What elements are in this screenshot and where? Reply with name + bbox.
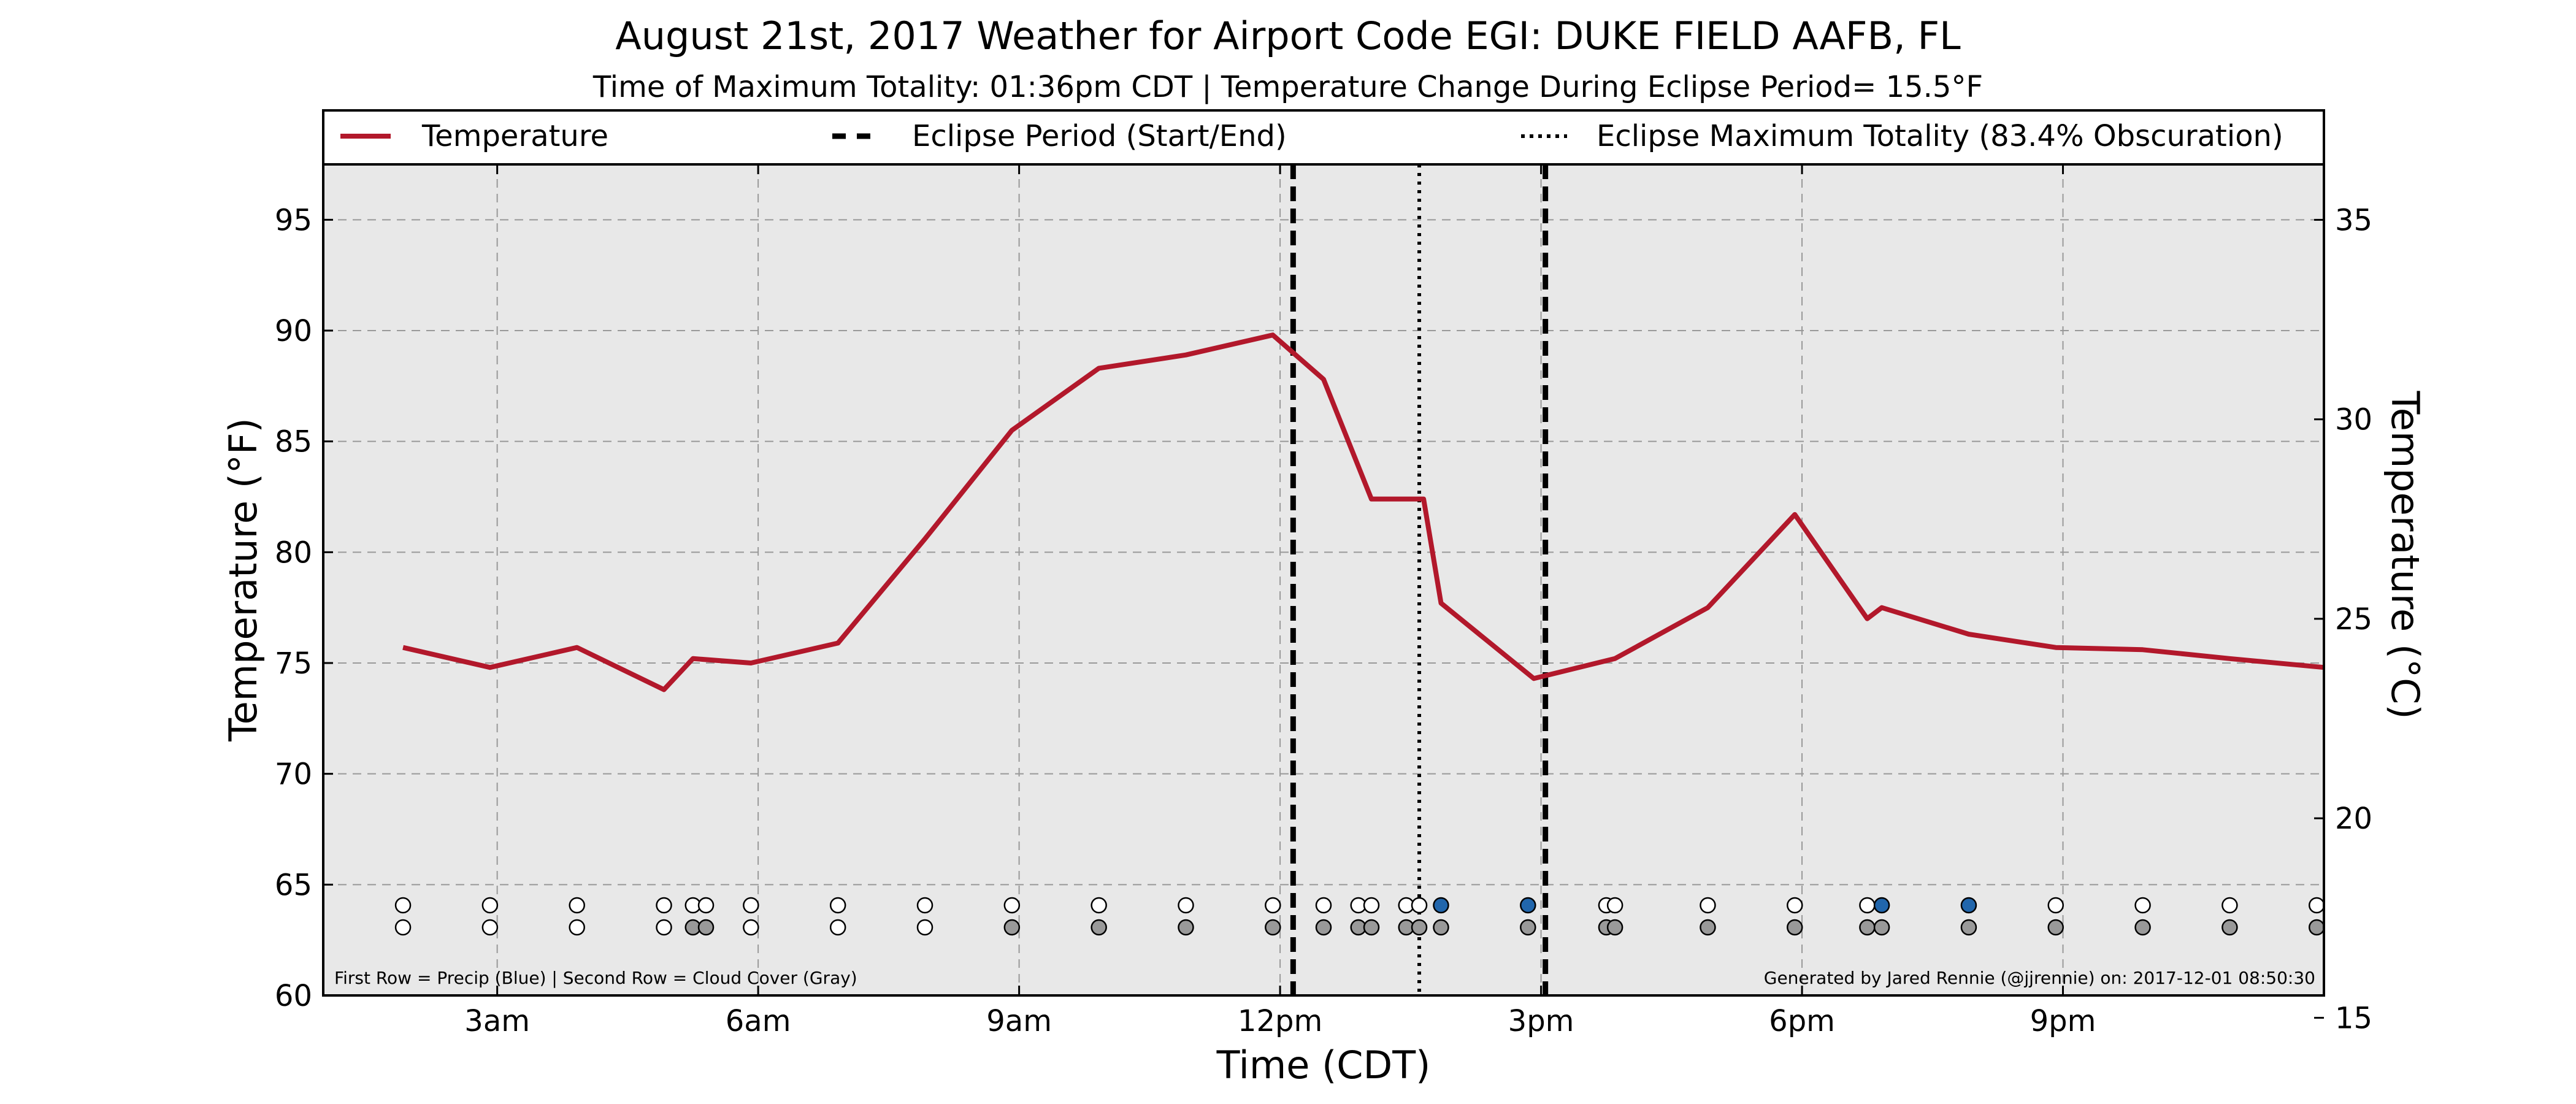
precip-marker <box>916 897 933 914</box>
precip-marker <box>1091 897 1107 914</box>
y-tick-label: 75 <box>275 646 312 681</box>
precip-marker <box>656 897 672 914</box>
y-right-tick-label: 20 <box>2335 802 2372 836</box>
cloud-marker <box>1265 919 1281 936</box>
observation-markers <box>394 897 2325 936</box>
cloud-marker <box>1003 919 1021 936</box>
cloud-marker <box>1411 919 1428 936</box>
precip-marker <box>1265 897 1281 914</box>
precip-marker <box>1787 897 1803 914</box>
cloud-marker <box>2047 919 2064 936</box>
precip-marker <box>829 897 846 914</box>
cloud-marker <box>2221 919 2238 936</box>
precip-marker <box>2308 897 2325 914</box>
precip-marker <box>481 897 499 914</box>
cloud-marker <box>394 919 412 936</box>
precip-marker <box>394 897 412 914</box>
cloud-marker <box>829 919 846 936</box>
y-tick-label: 60 <box>275 979 312 1013</box>
cloud-marker <box>569 919 585 936</box>
precip-marker <box>2134 897 2151 914</box>
cloud-marker <box>481 919 499 936</box>
precip-marker <box>569 897 585 914</box>
y-right-tick-label: 25 <box>2335 602 2372 637</box>
y-tick-label: 65 <box>275 868 312 902</box>
precip-marker <box>1520 897 1536 914</box>
x-tick-label: 3am <box>464 1004 530 1038</box>
x-tick-label: 9pm <box>2030 1004 2096 1038</box>
footnote-right: Generated by Jared Rennie (@jjrennie) on… <box>1764 968 2315 988</box>
legend: Temperature Eclipse Period (Start/End) E… <box>322 109 2325 166</box>
footnote-left: First Row = Precip (Blue) | Second Row =… <box>334 968 857 988</box>
x-tick-label: 6pm <box>1769 1004 1835 1038</box>
chart-title: August 21st, 2017 Weather for Airport Co… <box>615 13 1961 58</box>
cloud-marker <box>1433 919 1449 936</box>
legend-box <box>322 109 2325 166</box>
y-axis-right-label: Temperature (°C) <box>2383 390 2428 719</box>
cloud-marker <box>1787 919 1803 936</box>
y-right-tick-label: 15 <box>2335 1001 2372 1035</box>
legend-label-eclipse-max: Eclipse Maximum Totality (83.4% Obscurat… <box>1597 119 2283 153</box>
precip-marker <box>697 897 715 914</box>
precip-marker <box>2221 897 2238 914</box>
y-tick-label: 90 <box>275 314 312 348</box>
cloud-marker <box>656 919 672 936</box>
gridlines <box>323 164 2324 995</box>
legend-label-temperature: Temperature <box>421 119 608 153</box>
precip-marker <box>1178 897 1194 914</box>
precip-marker <box>1315 897 1332 914</box>
y-tick-label: 95 <box>275 203 312 237</box>
x-tick-label: 6am <box>726 1004 791 1038</box>
cloud-marker <box>1363 919 1380 936</box>
precip-marker <box>1363 897 1380 914</box>
precip-marker <box>1700 897 1716 914</box>
cloud-marker <box>743 919 759 936</box>
y-right-tick-label: 35 <box>2335 203 2372 237</box>
cloud-marker <box>2308 919 2325 936</box>
y-tick-label: 70 <box>275 757 312 792</box>
y-axis-label: Temperature (°F) <box>221 418 266 742</box>
cloud-marker <box>1520 919 1536 936</box>
precip-marker <box>2047 897 2064 914</box>
x-tick-label: 3pm <box>1508 1004 1574 1038</box>
x-axis-label: Time (CDT) <box>1216 1043 1431 1087</box>
plot-area <box>323 164 2324 995</box>
precip-marker <box>1960 897 1977 914</box>
cloud-marker <box>1606 919 1623 936</box>
precip-marker <box>1873 897 1890 914</box>
precip-marker <box>1859 897 1876 914</box>
cloud-marker <box>1700 919 1716 936</box>
x-tick-label: 9am <box>986 1004 1052 1038</box>
cloud-marker <box>916 919 933 936</box>
cloud-marker <box>1178 919 1194 936</box>
precip-marker <box>1411 897 1428 914</box>
x-axis-ticks: 3am 6am 9am 12pm 3pm 6pm 9pm <box>464 164 2096 1038</box>
cloud-marker <box>1960 919 1977 936</box>
cloud-marker <box>1873 919 1890 936</box>
precip-marker <box>1003 897 1021 914</box>
y-tick-label: 80 <box>275 535 312 570</box>
cloud-marker <box>1859 919 1876 936</box>
temperature-series <box>402 332 2325 692</box>
y-right-tick-label: 30 <box>2335 403 2372 437</box>
eclipse-markers <box>1290 164 1549 995</box>
cloud-marker <box>2134 919 2151 936</box>
x-tick-label: 12pm <box>1238 1004 1322 1038</box>
precip-marker <box>743 897 759 914</box>
legend-label-eclipse-period: Eclipse Period (Start/End) <box>912 119 1287 153</box>
y-tick-label: 85 <box>275 425 312 459</box>
cloud-marker <box>1315 919 1332 936</box>
precip-marker <box>1433 897 1449 914</box>
y-axis-ticks: 60 65 70 75 80 85 90 95 <box>275 203 333 1013</box>
cloud-marker <box>1091 919 1107 936</box>
y-axis-right-ticks: 15 20 25 30 35 <box>2314 203 2372 1035</box>
cloud-marker <box>697 919 715 936</box>
precip-marker <box>1606 897 1623 914</box>
chart-subtitle: Time of Maximum Totality: 01:36pm CDT | … <box>592 70 1983 104</box>
temperature-line <box>402 332 2325 692</box>
